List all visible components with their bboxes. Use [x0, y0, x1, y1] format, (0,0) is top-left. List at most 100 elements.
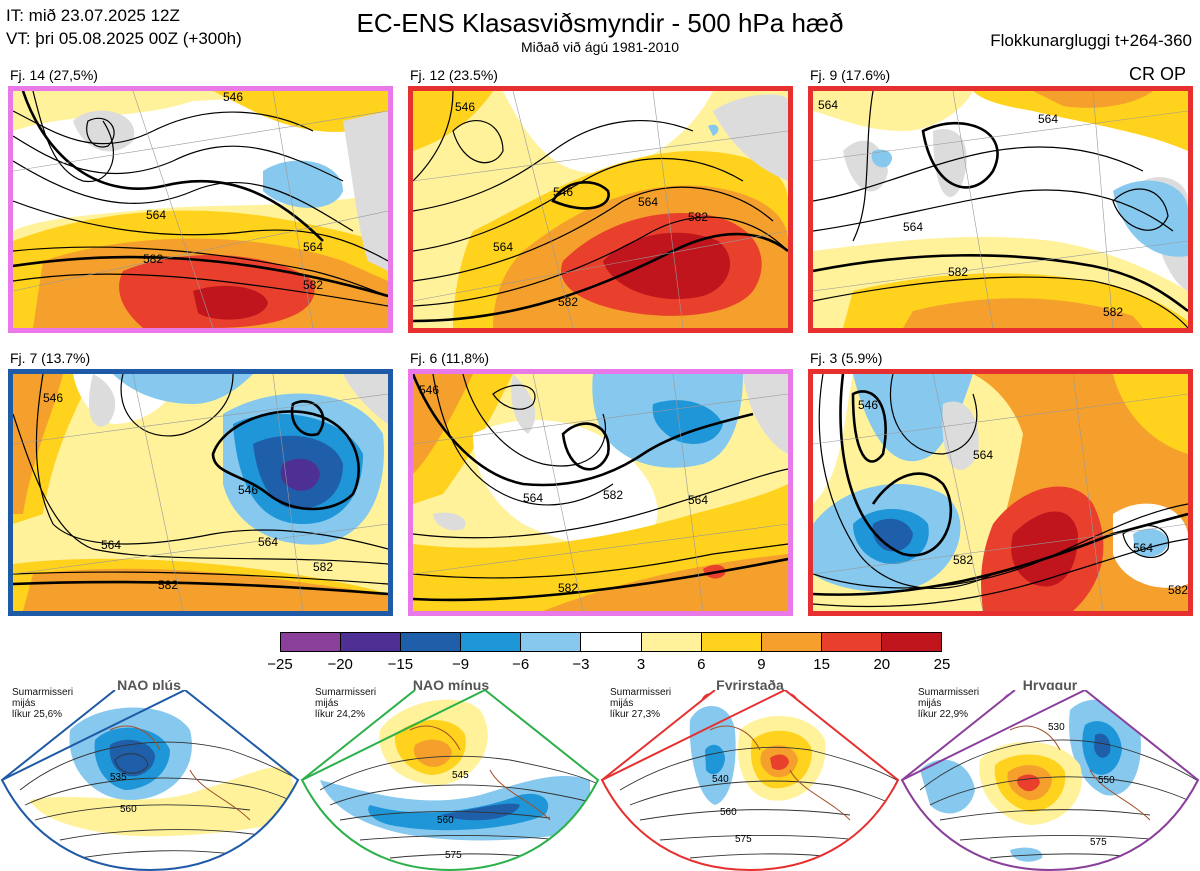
contour-label: 546: [238, 483, 258, 497]
colorbar-tick-label: −9: [451, 656, 470, 673]
regime-nao-minus-map: 545 560 575: [302, 690, 598, 870]
colorbar-tick-label: 15: [813, 656, 830, 673]
regime-maps: 535 560 545 560 575: [0, 690, 1200, 871]
regime-nao-minus-note: Sumarmisseri mijás líkur 24,2%: [315, 687, 376, 720]
contour-label: 540: [712, 774, 729, 785]
note-line: líkur 27,3%: [610, 709, 661, 720]
contour-label: 582: [313, 560, 333, 574]
contour-label: 546: [858, 398, 878, 412]
contour-label: 564: [973, 448, 993, 462]
cluster-map-3: 564 564 564 582 582: [813, 91, 1188, 328]
contour-label: 564: [903, 220, 923, 234]
colorbar-segment: [881, 633, 942, 651]
colorbar-segment: [281, 633, 342, 651]
contour-label: 546: [455, 100, 475, 114]
cluster-map-panel-2[interactable]: 546 546 564 564 582 582: [408, 86, 793, 333]
note-line: Sumarmisseri: [12, 687, 74, 698]
panel-4-label: Fj. 7 (13.7%): [10, 350, 91, 366]
contour-label: 546: [419, 383, 439, 397]
cluster-map-panel-1[interactable]: 564 582 564 582 546: [8, 86, 393, 333]
contour-label: 564: [101, 538, 121, 552]
note-line: mijás: [610, 698, 634, 709]
contour-label: 560: [120, 804, 137, 815]
colorbar-tick-label: 20: [873, 656, 891, 673]
cluster-map-panel-6[interactable]: 546 564 564 582 582: [808, 369, 1193, 616]
contour-label: 564: [818, 98, 838, 112]
colorbar-tick-label: −25: [267, 656, 293, 673]
regime-nao-plus-note: Sumarmisseri mijás líkur 25,6%: [12, 687, 73, 720]
cluster-map-panel-5[interactable]: 546 564 564 582 582: [408, 369, 793, 616]
regime-nao-minus-title: NAO mínus: [412, 677, 490, 693]
contour-label: 564: [638, 195, 658, 209]
regime-blocking-frame: [600, 690, 900, 871]
colorbar-segment: [461, 633, 522, 651]
regime-ridge-frame: [900, 690, 1200, 871]
colorbar-tick-label: 3: [636, 656, 646, 673]
regime-ridge-map: 530 550 575: [902, 690, 1198, 870]
cluster-map-panel-3[interactable]: 564 564 564 582 582: [808, 86, 1193, 333]
contour-label: 582: [948, 265, 968, 279]
colorbar-segment: [761, 633, 822, 651]
panel-5-label: Fj. 6 (11,8%): [410, 350, 490, 366]
colorbar-tick-label: 6: [697, 656, 706, 673]
note-line: Sumarmisseri: [918, 687, 980, 698]
cluster-map-panel-4[interactable]: 546 564 564 546 582 582: [8, 369, 393, 616]
colorbar-tick-label: −6: [512, 656, 530, 673]
contour-label: 564: [1038, 112, 1058, 126]
note-line: líkur 25,6%: [12, 709, 63, 720]
contour-label: 564: [523, 491, 543, 505]
run-code: CR OP: [1128, 64, 1186, 84]
contour-label: 564: [303, 240, 323, 254]
regime-nao-minus-frame: [300, 690, 600, 871]
colorbar-segment: [521, 633, 582, 651]
regime-nao-plus-title: NAO plús: [117, 677, 181, 693]
colorbar-tick-label: −15: [387, 656, 414, 673]
contour-label: 564: [1133, 541, 1153, 555]
panel-2-label: Fj. 12 (23.5%): [410, 67, 498, 83]
colorbar-segment: [401, 633, 462, 651]
regime-blocking-note: Sumarmisseri mijás líkur 27,3%: [610, 687, 671, 720]
panel-1-label: Fj. 14 (27,5%): [10, 67, 98, 83]
note-line: mijás: [315, 698, 339, 709]
classification-window: Flokkunargluggi t+264-360: [990, 31, 1192, 50]
page-title: EC-ENS Klasasviðsmyndir - 500 hPa hæð: [356, 8, 844, 38]
cluster-map-5: 546 564 564 582 582: [413, 374, 788, 611]
contour-label: 546: [43, 391, 63, 405]
regime-blocking-map: 540 560 575: [602, 690, 898, 870]
regime-nao-plus-map: 535 560: [2, 690, 298, 870]
contour-label: 582: [558, 295, 578, 309]
note-line: líkur 24,2%: [315, 709, 366, 720]
contour-label: 546: [223, 91, 243, 104]
note-line: Sumarmisseri: [315, 687, 377, 698]
cluster-map-4: 546 564 564 546 582 582: [13, 374, 388, 611]
contour-label: 582: [158, 578, 178, 592]
note-line: mijás: [12, 698, 36, 709]
colorbar-segment: [581, 633, 642, 651]
contour-label: 582: [1103, 305, 1123, 319]
regime-ridge-note: Sumarmisseri mijás líkur 22,9%: [918, 687, 979, 720]
cluster-map-2: 546 546 564 564 582 582: [413, 91, 788, 328]
contour-label: 582: [143, 252, 163, 266]
contour-label: 582: [558, 581, 578, 595]
contour-label: 575: [445, 850, 462, 861]
colorbar-segment: [641, 633, 702, 651]
regime-ridge-title: Hryggur: [1022, 677, 1078, 693]
panel-6-label: Fj. 3 (5.9%): [810, 350, 883, 366]
contour-label: 582: [688, 210, 708, 224]
contour-label: 582: [1168, 583, 1188, 597]
contour-label: 582: [953, 553, 973, 567]
colorbar-segment: [821, 633, 882, 651]
cluster-map-6: 546 564 564 582 582: [813, 374, 1188, 611]
colorbar-tick-label: −3: [572, 656, 590, 673]
contour-label: 582: [303, 278, 323, 292]
colorbar-segment: [701, 633, 762, 651]
cluster-map-1: 564 582 564 582 546: [13, 91, 388, 328]
note-line: mijás: [918, 698, 942, 709]
contour-label: 530: [1048, 722, 1065, 733]
colorbar-tick-label: 25: [933, 656, 951, 673]
note-line: Sumarmisseri: [610, 687, 672, 698]
contour-label: 550: [1098, 775, 1115, 786]
contour-label: 575: [735, 834, 752, 845]
valid-time: VT: þri 05.08.2025 00Z (+300h): [6, 29, 242, 48]
contour-label: 546: [553, 185, 573, 199]
